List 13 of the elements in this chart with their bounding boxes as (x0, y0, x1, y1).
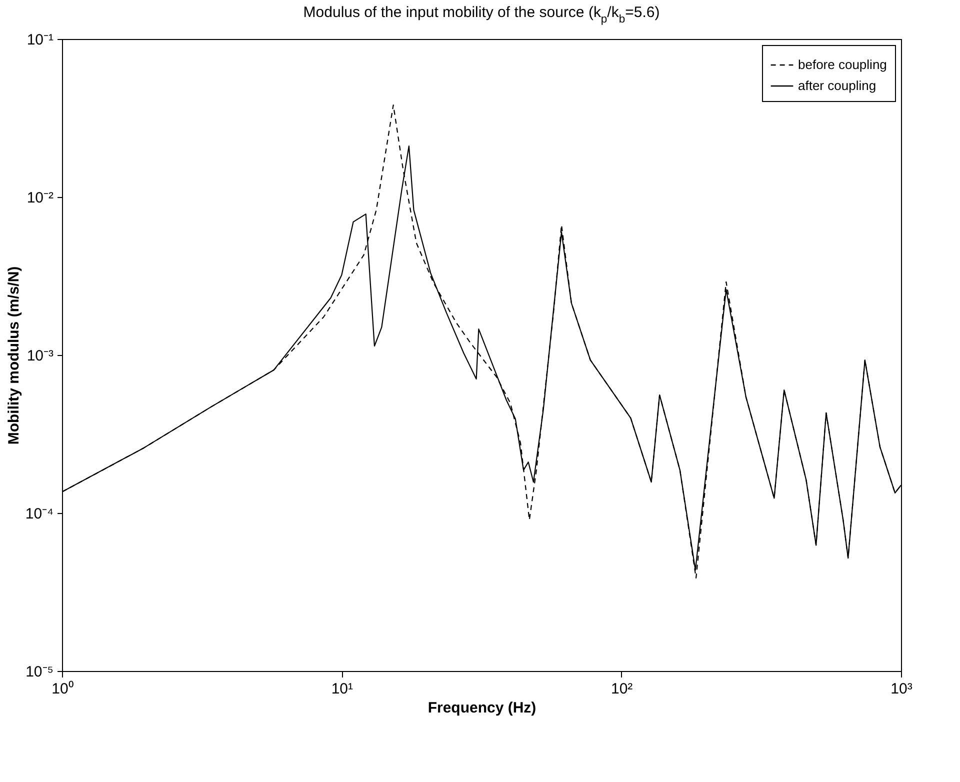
x-tick-label: 10³ (890, 680, 912, 698)
x-tick-label: 10⁰ (52, 680, 74, 698)
y-tick-label: 10⁻⁴ (25, 506, 54, 522)
legend-label: before coupling (798, 57, 887, 72)
x-tick-label: 10² (610, 680, 633, 698)
x-tick-label: 10¹ (331, 680, 354, 698)
x-axis-title: Frequency (Hz) (428, 700, 536, 716)
y-tick-label: 10⁻¹ (26, 32, 54, 48)
y-tick-label: 10⁻² (26, 190, 54, 206)
y-axis-title: Mobility modulus (m/s/N) (5, 266, 22, 445)
y-tick-label: 10⁻³ (26, 348, 54, 364)
y-tick-label: 10⁻⁵ (26, 664, 54, 680)
legend-label: after coupling (798, 78, 876, 93)
